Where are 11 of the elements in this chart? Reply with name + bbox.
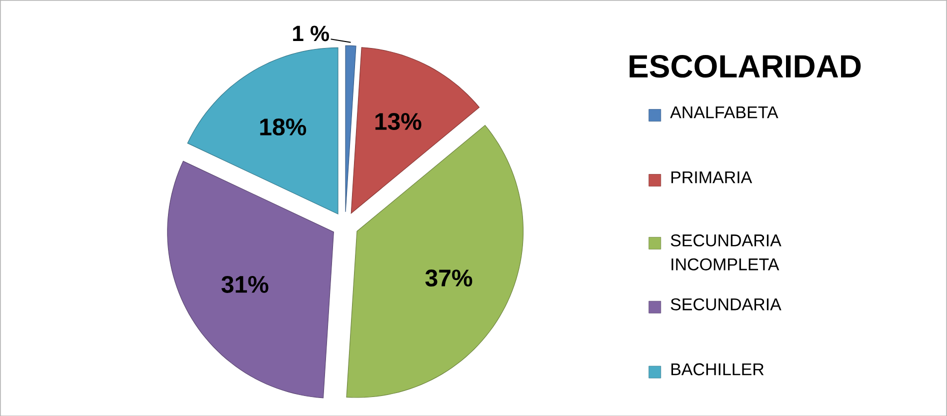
legend-label: SECUNDARIA [670, 298, 782, 310]
legend-label: PRIMARIA [671, 171, 752, 183]
data-label: 18% [260, 118, 306, 136]
legend-label: ANALFABETA [670, 106, 778, 118]
legend-label: BACHILLER [671, 363, 764, 376]
text: ESCOLARIDAD [630, 54, 861, 78]
data-label: 1 % [293, 26, 329, 41]
data-label: 31% [221, 276, 268, 293]
legend-label: SECUNDARIA INCOMPLETA [670, 234, 782, 270]
data-label: 37% [425, 269, 472, 286]
data-label: 13% [375, 112, 422, 130]
